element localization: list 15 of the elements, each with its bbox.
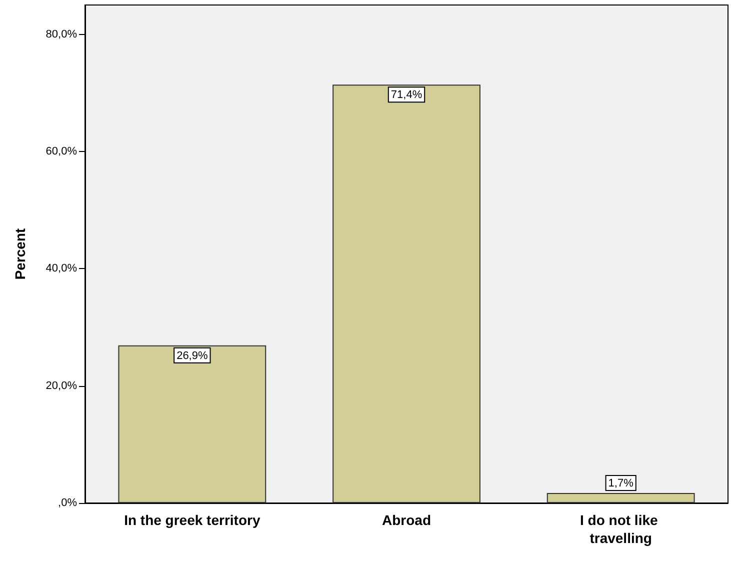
data-label: 1,7% — [608, 478, 634, 490]
y-axis-title: Percent — [12, 228, 28, 280]
bar — [118, 345, 266, 503]
bar — [546, 493, 695, 503]
y-tick-label: 60,0% — [46, 145, 78, 158]
y-tick-label: 80,0% — [46, 28, 78, 40]
x-tick-label: In the greek territory — [124, 512, 260, 528]
data-label: 26,9% — [176, 350, 208, 362]
y-tick-label: 40,0% — [46, 262, 78, 275]
x-tick-label: I do not like travelling — [580, 512, 662, 546]
data-label: 71,4% — [390, 89, 422, 102]
y-tick-label: 20,0% — [46, 380, 78, 392]
bar — [332, 84, 480, 503]
x-tick-label: Abroad — [382, 512, 431, 528]
y-tick-label: ,0% — [58, 497, 78, 509]
